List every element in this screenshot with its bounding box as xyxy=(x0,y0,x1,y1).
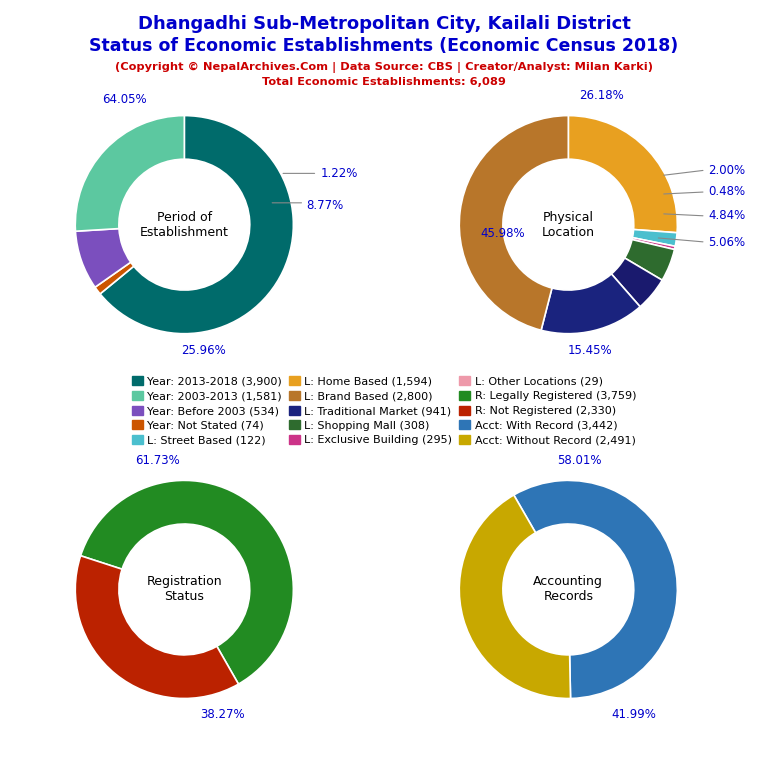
Text: 26.18%: 26.18% xyxy=(578,89,624,102)
Text: 1.22%: 1.22% xyxy=(321,167,358,180)
Wedge shape xyxy=(568,115,677,233)
Wedge shape xyxy=(459,495,571,698)
Text: 2.00%: 2.00% xyxy=(708,164,745,177)
Text: Physical
Location: Physical Location xyxy=(541,210,595,239)
Text: 4.84%: 4.84% xyxy=(708,210,745,223)
Text: 25.96%: 25.96% xyxy=(181,343,227,356)
Text: Registration
Status: Registration Status xyxy=(147,575,222,604)
Text: 45.98%: 45.98% xyxy=(481,227,525,240)
Wedge shape xyxy=(624,240,674,280)
Text: 38.27%: 38.27% xyxy=(200,708,245,721)
Text: Dhangadhi Sub-Metropolitan City, Kailali District: Dhangadhi Sub-Metropolitan City, Kailali… xyxy=(137,15,631,33)
Wedge shape xyxy=(75,556,239,698)
Wedge shape xyxy=(541,274,640,333)
Text: Status of Economic Establishments (Economic Census 2018): Status of Economic Establishments (Econo… xyxy=(89,37,679,55)
Wedge shape xyxy=(611,258,662,306)
Wedge shape xyxy=(632,237,675,250)
Wedge shape xyxy=(95,262,134,294)
Wedge shape xyxy=(81,481,293,684)
Text: 15.45%: 15.45% xyxy=(568,343,612,356)
Text: 58.01%: 58.01% xyxy=(557,454,601,467)
Text: 5.06%: 5.06% xyxy=(708,236,745,249)
Legend: Year: 2013-2018 (3,900), Year: 2003-2013 (1,581), Year: Before 2003 (534), Year:: Year: 2013-2018 (3,900), Year: 2003-2013… xyxy=(127,372,641,450)
Wedge shape xyxy=(100,115,293,333)
Text: 0.48%: 0.48% xyxy=(708,185,745,198)
Wedge shape xyxy=(459,115,568,330)
Text: 61.73%: 61.73% xyxy=(134,454,180,467)
Wedge shape xyxy=(514,481,677,698)
Text: Period of
Establishment: Period of Establishment xyxy=(140,210,229,239)
Wedge shape xyxy=(75,115,184,231)
Text: 64.05%: 64.05% xyxy=(102,93,147,106)
Text: Accounting
Records: Accounting Records xyxy=(534,575,603,604)
Text: 8.77%: 8.77% xyxy=(306,198,344,211)
Text: Total Economic Establishments: 6,089: Total Economic Establishments: 6,089 xyxy=(262,77,506,87)
Wedge shape xyxy=(75,229,131,287)
Text: (Copyright © NepalArchives.Com | Data Source: CBS | Creator/Analyst: Milan Karki: (Copyright © NepalArchives.Com | Data So… xyxy=(115,61,653,72)
Text: 41.99%: 41.99% xyxy=(611,708,656,721)
Wedge shape xyxy=(633,230,677,247)
